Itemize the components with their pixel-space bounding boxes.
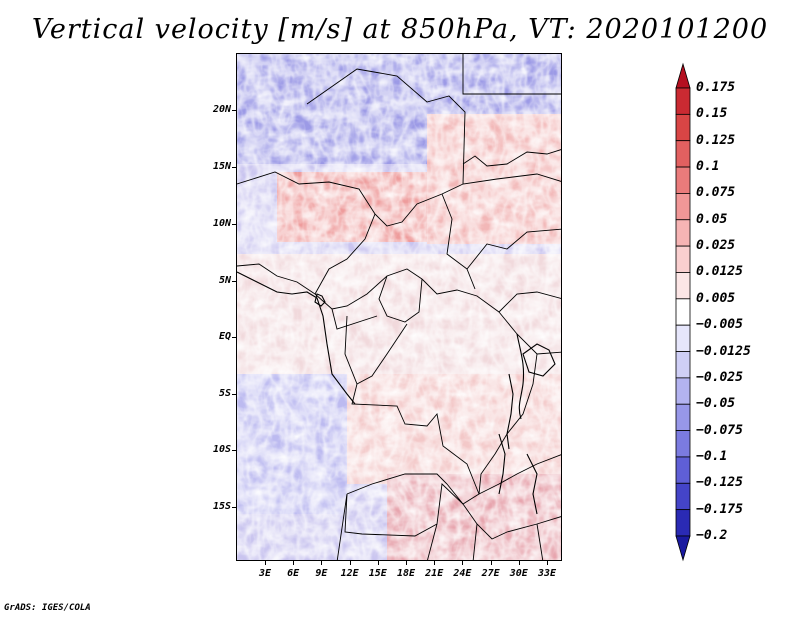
latitude-label: 5S [218,388,231,399]
colorbar-swatch [675,377,691,405]
colorbar-swatch [675,219,691,247]
latitude-tick [232,507,236,508]
map-panel [236,53,562,561]
latitude-tick [232,167,236,168]
longitude-tick [434,561,436,565]
colorbar-swatch [675,324,691,352]
longitude-label: 30E [509,568,528,579]
longitude-label: 3E [258,568,272,579]
colorbar-swatch [675,245,691,273]
longitude-tick [321,561,323,565]
colorbar-label: 0.1 [696,159,720,175]
latitude-label: 10S [212,444,231,455]
colorbar-label: 0.075 [696,185,736,201]
colorbar-label: −0.075 [696,422,743,438]
map-title: Vertical velocity [m/s] at 850hPa, VT: 2… [31,14,769,45]
colorbar-label: −0.0125 [696,343,751,359]
longitude-label: 9E [315,568,328,579]
latitude-label: 5N [218,275,231,286]
latitude-tick [232,450,236,451]
longitude-tick [377,561,379,565]
colorbar-swatch [675,166,691,194]
longitude-label: 27E [481,568,500,579]
colorbar-arrow-top [675,62,691,89]
colorbar-swatch [675,113,691,142]
field-shading [237,54,561,560]
latitude-label: 20N [212,104,231,115]
coastline-lakes [237,271,556,515]
latitude-label: 15S [212,501,231,512]
colorbar-swatch [675,298,691,326]
colorbar-label: −0.175 [696,501,743,517]
latitude-tick [232,394,236,395]
latitude-label: 10N [212,218,231,229]
latitude-tick [232,224,236,225]
colorbar-swatch [675,456,691,484]
colorbar-label: 0.175 [696,80,736,95]
colorbar-label: −0.1 [696,448,728,464]
velocity-field [237,54,561,560]
colorbar-swatch [675,140,691,168]
longitude-label: 33E [537,568,557,579]
latitude-label: EQ [218,331,231,342]
longitude-tick [547,561,548,565]
colorbar-label: 0.0125 [696,264,743,280]
colorbar-arrow-bottom [675,535,691,562]
longitude-tick [293,561,295,565]
longitude-label: 12E [340,568,359,579]
colorbar-label: 0.15 [696,106,728,122]
longitude-tick [518,561,520,565]
longitude-tick [462,561,464,565]
longitude-label: 15E [368,568,387,579]
longitude-label: 6E [287,568,300,579]
credit-text: GrADS: IGES/COLA [4,603,91,613]
longitude-tick [406,561,407,565]
longitude-tick [490,561,492,565]
latitude-label: 15N [212,161,231,172]
colorbar-swatch [675,482,691,511]
latitude-tick [232,281,236,282]
longitude-tick [265,561,266,565]
colorbar-label: −0.05 [696,396,736,412]
colorbar-swatch [675,430,691,458]
longitude-label: 18E [396,568,416,579]
colorbar-label: 0.005 [696,290,736,306]
colorbar-swatch [675,509,691,537]
longitude-label: 24E [453,568,472,579]
colorbar-swatch [675,272,691,300]
longitude-tick [349,561,351,565]
colorbar-swatch [675,87,691,115]
colorbar-swatch [675,193,691,221]
colorbar-label: −0.2 [696,528,728,543]
latitude-tick [232,110,236,111]
colorbar-label: −0.005 [696,317,743,333]
colorbar-label: 0.05 [696,211,728,227]
colorbar [675,62,691,562]
latitude-tick [232,337,236,338]
colorbar-label: −0.025 [696,369,743,385]
colorbar-label: −0.125 [696,475,743,491]
colorbar-swatch [675,403,691,431]
colorbar-label: 0.125 [696,132,736,148]
colorbar-swatch [675,351,691,379]
colorbar-label: 0.025 [696,238,736,254]
longitude-label: 21E [425,568,444,579]
